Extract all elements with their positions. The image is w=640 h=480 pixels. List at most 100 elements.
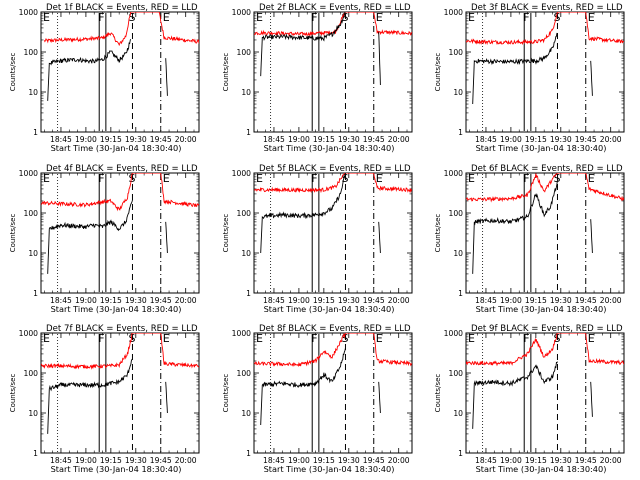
x-tick-label: 19:00 xyxy=(500,296,522,305)
y-tick-label: 1 xyxy=(246,289,251,298)
events-series-line-post xyxy=(378,381,381,414)
panel-title: Det 1f BLACK = Events, RED = LLD xyxy=(46,3,198,13)
events-series-line-post xyxy=(590,219,593,254)
x-tick-label: 18:45 xyxy=(475,135,497,144)
x-tick-label: 18:45 xyxy=(263,296,285,305)
interval-marker-label: S xyxy=(341,332,348,345)
panel-title: Det 4f BLACK = Events, RED = LLD xyxy=(46,164,198,174)
interval-marker-label: E xyxy=(256,332,263,345)
events-series-line xyxy=(472,361,558,429)
interval-marker-label: E xyxy=(376,172,383,185)
x-axis-label: Start Time (30-Jan-04 18:30:40) xyxy=(264,143,395,153)
interval-marker-label: E xyxy=(376,332,383,345)
y-tick-label: 1 xyxy=(458,449,463,458)
x-axis-label: Start Time (30-Jan-04 18:30:40) xyxy=(51,143,182,153)
y-axis-label: Counts/sec xyxy=(222,53,230,92)
panel-title: Det 9f BLACK = Events, RED = LLD xyxy=(471,324,623,334)
y-tick-label: 1000 xyxy=(232,169,251,178)
interval-marker-label: E xyxy=(163,332,170,345)
x-tick-label: 19:30 xyxy=(550,135,572,144)
interval-marker-label: S xyxy=(553,172,560,185)
interval-marker-label: E xyxy=(588,172,595,185)
interval-marker-label: S xyxy=(553,332,560,345)
interval-marker-label: E xyxy=(588,11,595,24)
y-tick-label: 1000 xyxy=(444,329,463,338)
interval-marker-label: S xyxy=(341,11,348,24)
interval-marker-label: S xyxy=(128,332,135,345)
y-tick-label: 10 xyxy=(453,249,463,258)
lld-series-line xyxy=(254,173,412,194)
events-series-line xyxy=(260,173,346,254)
interval-marker-label: F xyxy=(523,11,529,24)
x-tick-label: 20:00 xyxy=(388,135,410,144)
y-tick-label: 1 xyxy=(246,449,251,458)
x-tick-label: 19:00 xyxy=(288,135,310,144)
y-tick-label: 1 xyxy=(33,449,38,458)
y-tick-label: 1 xyxy=(33,289,38,298)
x-axis-label: Start Time (30-Jan-04 18:30:40) xyxy=(476,464,607,474)
x-tick-label: 19:15 xyxy=(313,135,335,144)
lld-series-line xyxy=(41,173,199,212)
x-tick-label: 19:15 xyxy=(100,296,122,305)
x-tick-label: 19:45 xyxy=(363,456,385,465)
y-tick-label: 100 xyxy=(449,48,464,57)
x-tick-label: 18:45 xyxy=(475,296,497,305)
panel-5: Det 5f BLACK = Events, RED = LLD 1 10 100 10… xyxy=(222,164,413,314)
y-tick-label: 10 xyxy=(28,249,38,258)
lld-series-line xyxy=(254,333,412,368)
interval-marker-label: E xyxy=(43,172,50,185)
interval-marker-label: S xyxy=(128,11,135,24)
x-tick-label: 19:00 xyxy=(500,135,522,144)
panel-8: Det 8f BLACK = Events, RED = LLD 1 10 100 10… xyxy=(222,324,413,474)
x-tick-label: 19:00 xyxy=(500,456,522,465)
x-axis-label: Start Time (30-Jan-04 18:30:40) xyxy=(264,464,395,474)
plot-frame xyxy=(253,332,413,454)
lld-series-line xyxy=(43,12,199,47)
x-tick-label: 20:00 xyxy=(600,456,622,465)
y-tick-label: 10 xyxy=(453,88,463,97)
x-tick-label: 19:30 xyxy=(338,296,360,305)
events-series-line xyxy=(47,39,132,101)
events-series-line xyxy=(260,12,346,77)
x-tick-label: 20:00 xyxy=(175,296,197,305)
x-tick-label: 19:45 xyxy=(575,135,597,144)
panel-title: Det 6f BLACK = Events, RED = LLD xyxy=(471,164,623,174)
x-tick-label: 19:45 xyxy=(575,456,597,465)
interval-marker-label: S xyxy=(341,172,348,185)
lld-series-line xyxy=(41,333,199,370)
x-tick-label: 19:45 xyxy=(150,135,172,144)
interval-marker-label: F xyxy=(98,11,104,24)
y-tick-label: 10 xyxy=(241,249,251,258)
panel-3: Det 3f BLACK = Events, RED = LLD 1 10 100 10… xyxy=(434,3,625,153)
lld-series-line xyxy=(466,12,624,46)
y-axis-label: Counts/sec xyxy=(9,374,17,413)
x-axis-label: Start Time (30-Jan-04 18:30:40) xyxy=(476,143,607,153)
x-tick-label: 19:30 xyxy=(125,135,147,144)
interval-marker-label: F xyxy=(98,332,104,345)
y-tick-label: 10 xyxy=(241,88,251,97)
y-tick-label: 1000 xyxy=(232,8,251,17)
x-axis-label: Start Time (30-Jan-04 18:30:40) xyxy=(264,304,395,314)
events-series-line xyxy=(472,179,558,274)
y-tick-label: 100 xyxy=(24,48,39,57)
x-tick-label: 20:00 xyxy=(175,135,197,144)
x-tick-label: 20:00 xyxy=(175,456,197,465)
interval-marker-label: F xyxy=(98,172,104,185)
x-tick-label: 18:45 xyxy=(263,135,285,144)
events-series-line-post xyxy=(165,58,168,96)
plot-frame xyxy=(465,172,625,294)
x-tick-label: 19:45 xyxy=(150,456,172,465)
events-series-line-post xyxy=(590,60,593,96)
y-tick-label: 100 xyxy=(24,209,39,218)
events-series-line xyxy=(47,199,133,274)
panel-title: Det 3f BLACK = Events, RED = LLD xyxy=(471,3,623,13)
plot-frame xyxy=(40,172,200,294)
y-tick-label: 10 xyxy=(453,409,463,418)
panel-title: Det 2f BLACK = Events, RED = LLD xyxy=(259,3,411,13)
y-tick-label: 10 xyxy=(28,409,38,418)
y-tick-label: 1000 xyxy=(19,169,38,178)
x-tick-label: 19:30 xyxy=(550,296,572,305)
x-tick-label: 18:45 xyxy=(50,135,72,144)
x-tick-label: 19:15 xyxy=(525,296,547,305)
